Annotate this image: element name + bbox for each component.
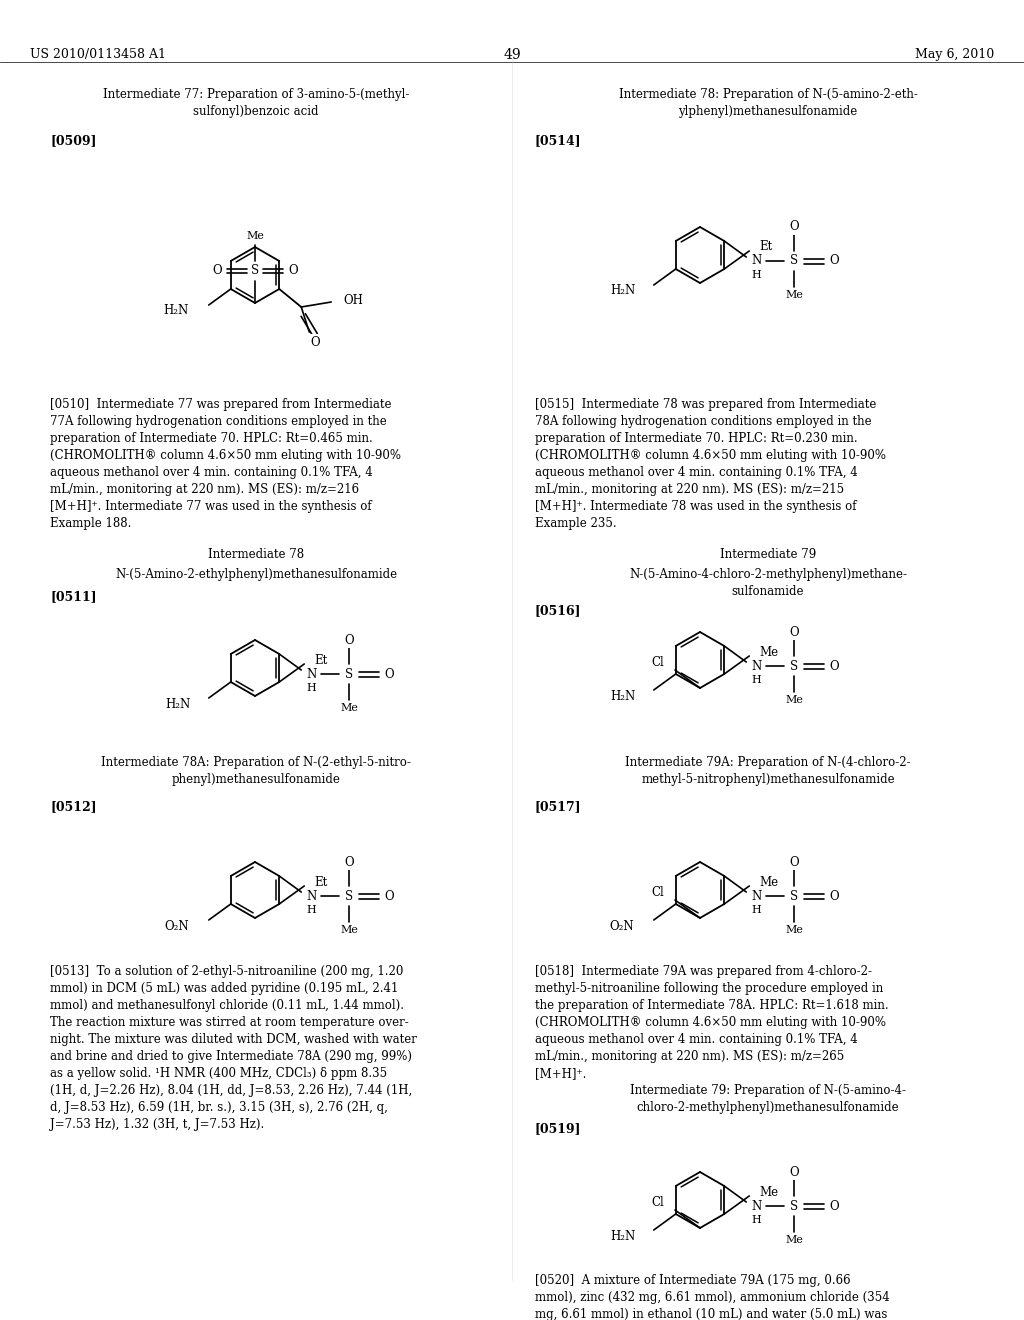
Text: O: O: [829, 1200, 839, 1213]
Text: Et: Et: [759, 240, 772, 253]
Text: Cl: Cl: [651, 887, 664, 899]
Text: H₂N: H₂N: [610, 689, 636, 702]
Text: US 2010/0113458 A1: US 2010/0113458 A1: [30, 48, 166, 61]
Text: O: O: [384, 668, 394, 681]
Text: N: N: [752, 660, 762, 672]
Text: H₂N: H₂N: [164, 305, 188, 318]
Text: [0511]: [0511]: [50, 590, 96, 603]
Text: Et: Et: [314, 875, 328, 888]
Text: Intermediate 79A: Preparation of N-(4-chloro-2-
methyl-5-nitrophenyl)methanesulf: Intermediate 79A: Preparation of N-(4-ch…: [626, 756, 910, 785]
Text: O: O: [790, 855, 799, 869]
Text: S: S: [791, 890, 799, 903]
Text: H₂N: H₂N: [610, 1229, 636, 1242]
Text: O: O: [212, 264, 222, 277]
Text: S: S: [791, 660, 799, 672]
Text: O: O: [790, 1166, 799, 1179]
Text: May 6, 2010: May 6, 2010: [914, 48, 994, 61]
Text: H: H: [752, 271, 761, 280]
Text: O: O: [344, 634, 354, 647]
Text: N-(5-Amino-2-ethylphenyl)methanesulfonamide: N-(5-Amino-2-ethylphenyl)methanesulfonam…: [115, 568, 397, 581]
Text: Me: Me: [785, 1236, 803, 1245]
Text: Intermediate 78: Intermediate 78: [208, 548, 304, 561]
Text: Me: Me: [759, 645, 778, 659]
Text: Intermediate 78: Preparation of N-(5-amino-2-eth-
ylphenyl)methanesulfonamide: Intermediate 78: Preparation of N-(5-ami…: [618, 88, 918, 117]
Text: Me: Me: [759, 1185, 778, 1199]
Text: S: S: [345, 668, 353, 681]
Text: O: O: [829, 890, 839, 903]
Text: O: O: [829, 660, 839, 672]
Text: Cl: Cl: [651, 656, 664, 669]
Text: Me: Me: [785, 290, 803, 300]
Text: [0520]  A mixture of Intermediate 79A (175 mg, 0.66
mmol), zinc (432 mg, 6.61 mm: [0520] A mixture of Intermediate 79A (17…: [535, 1274, 890, 1320]
Text: H₂N: H₂N: [610, 285, 636, 297]
Text: Me: Me: [246, 231, 264, 242]
Text: [0517]: [0517]: [535, 800, 582, 813]
Text: Me: Me: [785, 925, 803, 935]
Text: N: N: [752, 1200, 762, 1213]
Text: Me: Me: [340, 704, 358, 713]
Text: S: S: [791, 1200, 799, 1213]
Text: Me: Me: [759, 875, 778, 888]
Text: Me: Me: [785, 696, 803, 705]
Text: [0519]: [0519]: [535, 1122, 582, 1135]
Text: S: S: [251, 264, 259, 277]
Text: [0509]: [0509]: [50, 135, 96, 147]
Text: H: H: [306, 682, 316, 693]
Text: O: O: [384, 890, 394, 903]
Text: O: O: [344, 855, 354, 869]
Text: [0512]: [0512]: [50, 800, 96, 813]
Text: H: H: [752, 906, 761, 915]
Text: Intermediate 78A: Preparation of N-(2-ethyl-5-nitro-
phenyl)methanesulfonamide: Intermediate 78A: Preparation of N-(2-et…: [101, 756, 411, 785]
Text: Me: Me: [340, 925, 358, 935]
Text: Et: Et: [314, 653, 328, 667]
Text: S: S: [791, 255, 799, 268]
Text: [0515]  Intermediate 78 was prepared from Intermediate
78A following hydrogenati: [0515] Intermediate 78 was prepared from…: [535, 399, 886, 531]
Text: S: S: [345, 890, 353, 903]
Text: N: N: [752, 890, 762, 903]
Text: H: H: [752, 1214, 761, 1225]
Text: N-(5-Amino-4-chloro-2-methylphenyl)methane-
sulfonamide: N-(5-Amino-4-chloro-2-methylphenyl)metha…: [629, 568, 907, 598]
Text: O: O: [310, 335, 321, 348]
Text: N: N: [306, 890, 316, 903]
Text: [0510]  Intermediate 77 was prepared from Intermediate
77A following hydrogenati: [0510] Intermediate 77 was prepared from…: [50, 399, 401, 531]
Text: N: N: [306, 668, 316, 681]
Text: H₂N: H₂N: [166, 697, 190, 710]
Text: O₂N: O₂N: [164, 920, 188, 932]
Text: O: O: [790, 626, 799, 639]
Text: [0513]  To a solution of 2-ethyl-5-nitroaniline (200 mg, 1.20
mmol) in DCM (5 mL: [0513] To a solution of 2-ethyl-5-nitroa…: [50, 965, 417, 1131]
Text: [0514]: [0514]: [535, 135, 582, 147]
Text: O₂N: O₂N: [609, 920, 634, 932]
Text: O: O: [790, 220, 799, 234]
Text: Intermediate 79: Intermediate 79: [720, 548, 816, 561]
Text: OH: OH: [343, 294, 364, 308]
Text: N: N: [752, 255, 762, 268]
Text: Intermediate 77: Preparation of 3-amino-5-(methyl-
sulfonyl)benzoic acid: Intermediate 77: Preparation of 3-amino-…: [102, 88, 410, 117]
Text: O: O: [288, 264, 298, 277]
Text: Cl: Cl: [651, 1196, 664, 1209]
Text: H: H: [752, 675, 761, 685]
Text: Intermediate 79: Preparation of N-(5-amino-4-
chloro-2-methylphenyl)methanesulfo: Intermediate 79: Preparation of N-(5-ami…: [630, 1084, 906, 1114]
Text: 49: 49: [503, 48, 521, 62]
Text: O: O: [829, 255, 839, 268]
Text: [0518]  Intermediate 79A was prepared from 4-chloro-2-
methyl-5-nitroaniline fol: [0518] Intermediate 79A was prepared fro…: [535, 965, 889, 1080]
Text: H: H: [306, 906, 316, 915]
Text: [0516]: [0516]: [535, 605, 582, 616]
